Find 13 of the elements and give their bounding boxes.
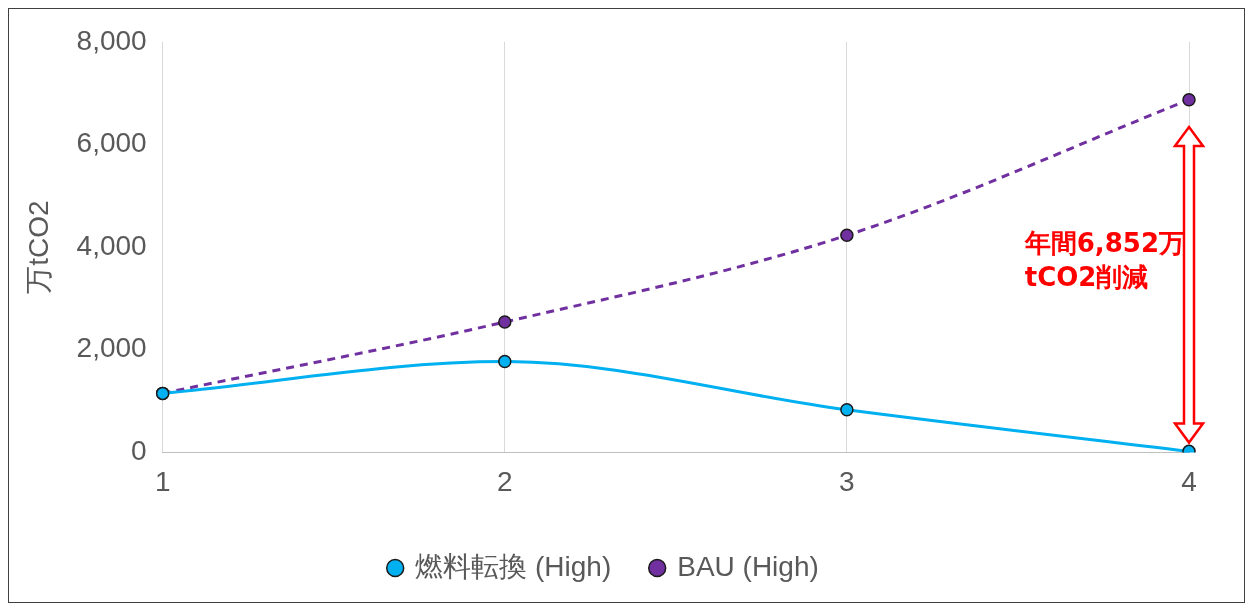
y-tick-label: 8,000 — [76, 24, 147, 56]
legend-label: 燃料転換 (High) — [415, 550, 612, 582]
y-axis-title: 万tCO2 — [22, 200, 54, 294]
y-tick-label: 6,000 — [76, 127, 147, 159]
x-tick-label: 4 — [1181, 465, 1197, 497]
legend-label: BAU (High) — [677, 550, 819, 582]
x-tick-label: 1 — [154, 465, 171, 497]
y-tick-label: 4,000 — [76, 229, 147, 261]
annotation: 年間6,852万 tCO2削減 — [1024, 226, 1185, 294]
y-tick-label: 2,000 — [76, 332, 147, 364]
x-tick-label: 3 — [839, 465, 855, 497]
x-tick-label: 2 — [496, 465, 513, 497]
y-tick-label: 0 — [131, 435, 147, 467]
